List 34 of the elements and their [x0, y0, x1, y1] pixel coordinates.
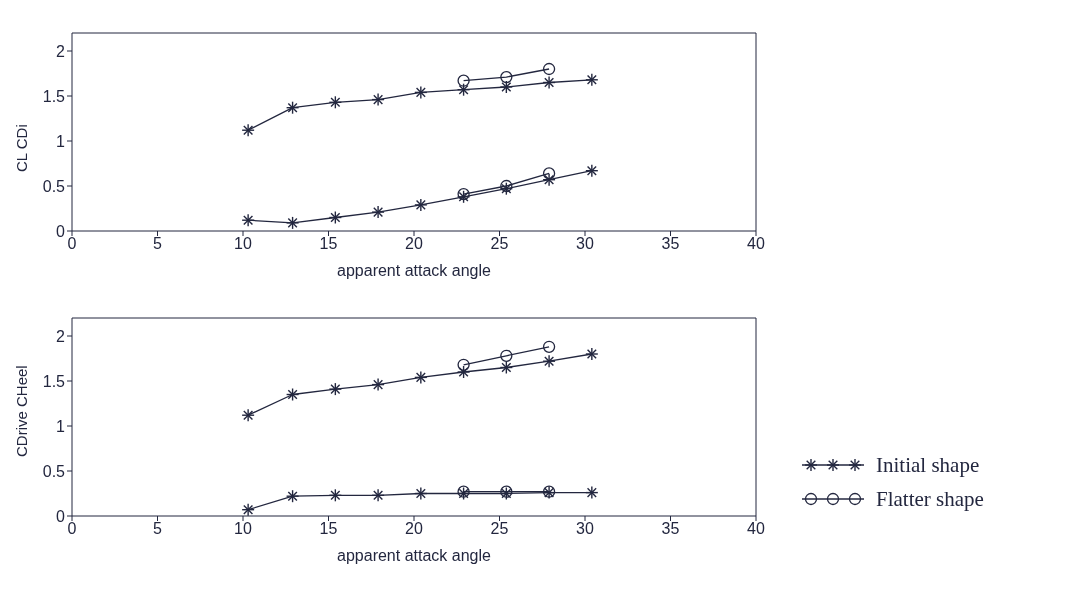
y-tick-label: 2 — [56, 327, 66, 345]
y-tick-label: 0.5 — [42, 462, 66, 480]
y-tick-label: 1 — [56, 417, 66, 435]
y-tick-label: 0 — [56, 222, 66, 240]
x-tick-label: 15 — [319, 235, 338, 253]
x-tick-label: 30 — [576, 520, 594, 538]
x-tick-label: 0 — [67, 520, 77, 538]
legend-label: Initial shape — [876, 452, 980, 478]
y-tick-label: 1.5 — [42, 87, 66, 105]
x-tick-label: 5 — [153, 520, 163, 538]
y-tick-label: 0 — [56, 507, 66, 525]
x-tick-label: 25 — [490, 520, 509, 538]
x-tick-label: 35 — [661, 520, 680, 538]
x-tick-label: 20 — [405, 235, 423, 253]
y-axis-title: CL CDi — [13, 124, 31, 172]
x-axis-title: apparent attack angle — [337, 262, 492, 279]
y-tick-label: 1 — [56, 132, 66, 150]
x-tick-label: 10 — [234, 520, 252, 538]
y-tick-label: 1.5 — [42, 372, 66, 390]
x-tick-label: 30 — [576, 235, 594, 253]
x-tick-label: 40 — [747, 520, 765, 538]
x-tick-label: 25 — [490, 235, 509, 253]
x-tick-label: 35 — [661, 235, 680, 253]
y-tick-label: 2 — [56, 42, 66, 60]
x-tick-label: 5 — [153, 235, 163, 253]
legend-label: Flatter shape — [876, 486, 984, 512]
y-tick-label: 0.5 — [42, 177, 66, 195]
x-tick-label: 40 — [747, 235, 765, 253]
x-tick-label: 20 — [405, 520, 423, 538]
x-axis-title: apparent attack angle — [337, 547, 492, 564]
x-tick-label: 0 — [67, 235, 77, 253]
x-tick-label: 10 — [234, 235, 252, 253]
y-axis-title: CDrive CHeel — [13, 365, 31, 457]
x-tick-label: 15 — [319, 520, 338, 538]
